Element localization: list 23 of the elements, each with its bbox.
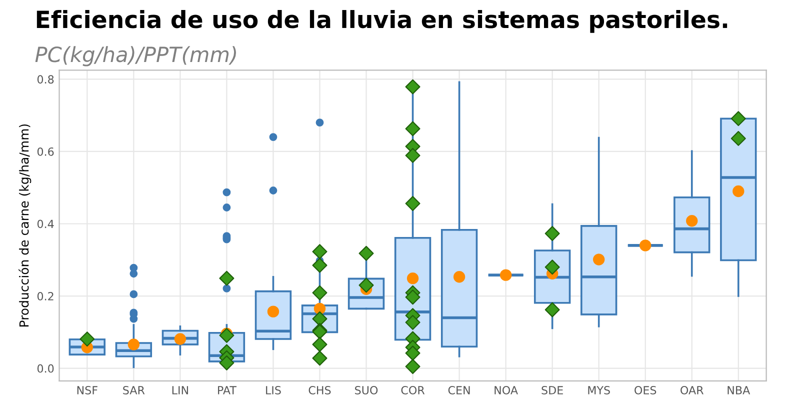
x-tick-label: MYS	[588, 386, 610, 394]
x-tick-label: PAT	[218, 386, 236, 394]
y-axis-title: Producción de carne (kg/ha/mm)	[18, 124, 32, 327]
x-tick-label: LIS	[266, 386, 281, 394]
x-tick-label: SAR	[123, 386, 145, 394]
x-tick-label: NSF	[77, 386, 98, 394]
y-tick-label: 0.6	[37, 147, 54, 156]
y-tick-label: 0.0	[37, 364, 54, 373]
x-tick-label: NOA	[494, 386, 518, 394]
y-tick-label: 0.2	[37, 292, 54, 300]
chart-title: Eficiencia de uso de la lluvia en sistemas pastoriles.	[36, 10, 728, 33]
chart-subtitle: PC(kg/ha)/PPT(mm)	[35, 46, 236, 66]
x-tick-label: CHS	[308, 386, 331, 394]
x-tick-label: NBA	[728, 386, 750, 394]
x-tick-label: CEN	[448, 386, 470, 394]
y-tick-label: 0.4	[37, 220, 54, 228]
x-tick-label: LIN	[172, 386, 188, 394]
x-tick-label: COR	[401, 386, 425, 394]
x-tick-label: SUO	[355, 386, 378, 394]
x-tick-label: SDE	[542, 386, 563, 394]
y-tick-label: 0.8	[37, 75, 54, 84]
x-tick-label: OES	[634, 386, 656, 394]
x-tick-label: OAR	[680, 386, 704, 394]
